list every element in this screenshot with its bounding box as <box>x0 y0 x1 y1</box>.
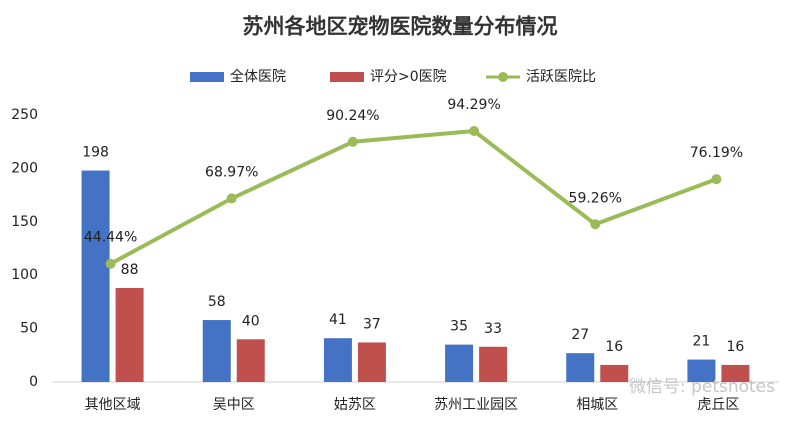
y-tick-label: 50 <box>20 321 38 337</box>
line-point <box>347 136 358 147</box>
line-value-label: 90.24% <box>326 108 379 124</box>
x-tick-label: 苏州工业园区 <box>434 397 518 413</box>
bar-value-label: 16 <box>605 339 623 355</box>
bar-value-label: 21 <box>693 334 711 350</box>
y-tick-label: 150 <box>11 214 38 230</box>
bar-value-label: 198 <box>82 145 109 161</box>
x-tick-label: 其他区域 <box>85 397 141 413</box>
bar <box>115 288 144 382</box>
bar-value-label: 16 <box>727 339 745 355</box>
x-tick-label: 相城区 <box>576 397 618 413</box>
x-tick-label: 虎丘区 <box>697 397 739 413</box>
line <box>109 129 718 266</box>
legend-swatch <box>330 72 364 82</box>
line-point <box>711 174 722 185</box>
bar-value-label: 27 <box>571 327 589 343</box>
bar-value-label: 35 <box>450 319 468 335</box>
watermark: 微信号: petsnotes <box>629 377 775 397</box>
bar <box>721 364 750 382</box>
legend-label: 活跃医院比 <box>526 69 596 85</box>
x-tick-label: 吴中区 <box>213 397 255 413</box>
bar-value-label: 58 <box>208 294 226 310</box>
line-value-label: 44.44% <box>84 230 137 246</box>
legend-swatch <box>498 72 508 82</box>
y-tick-label: 250 <box>11 107 38 123</box>
bar-value-label: 37 <box>363 316 381 332</box>
bar <box>687 359 716 382</box>
line-point <box>469 126 480 137</box>
bar-value-label: 88 <box>121 262 139 278</box>
line-point <box>226 193 237 204</box>
bar-value-label: 33 <box>484 321 502 337</box>
bar-value-label: 41 <box>329 312 347 328</box>
x-tick-label: 姑苏区 <box>334 397 376 413</box>
bar <box>81 170 110 382</box>
bar-value-label: 40 <box>242 313 260 329</box>
legend-swatch <box>190 72 224 82</box>
legend-label: 全体医院 <box>230 68 286 85</box>
line-value-label: 76.19% <box>690 145 743 161</box>
line-value-label: 68.97% <box>205 164 258 180</box>
legend-label: 评分>0医院 <box>370 69 447 85</box>
bar <box>236 339 265 382</box>
bar <box>566 353 595 382</box>
line-point <box>590 219 601 230</box>
line-value-label: 59.26% <box>569 190 622 206</box>
bar <box>202 320 231 382</box>
y-tick-label: 200 <box>11 160 38 176</box>
line-point <box>105 258 116 269</box>
line-value-label: 94.29% <box>447 97 500 113</box>
bar <box>357 342 386 382</box>
bar <box>323 338 352 382</box>
bar <box>479 346 508 382</box>
chart-title: 苏州各地区宠物医院数量分布情况 <box>243 14 558 39</box>
bar <box>600 364 629 382</box>
y-tick-label: 100 <box>11 267 38 283</box>
bar <box>445 344 474 382</box>
y-tick-label: 0 <box>29 374 38 390</box>
